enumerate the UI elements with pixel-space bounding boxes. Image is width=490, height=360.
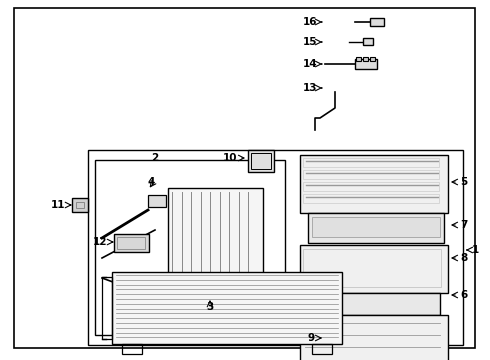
Bar bbox=[72, 198, 88, 212]
Text: 9: 9 bbox=[308, 333, 315, 343]
Text: 3: 3 bbox=[206, 302, 214, 312]
Bar bbox=[112, 272, 342, 344]
Bar bbox=[300, 155, 448, 213]
Bar bbox=[308, 213, 444, 243]
Bar bbox=[168, 188, 263, 298]
Bar bbox=[312, 344, 332, 354]
Text: 14: 14 bbox=[302, 59, 317, 69]
Bar bbox=[370, 18, 384, 26]
Text: 1: 1 bbox=[472, 245, 479, 255]
Text: 11: 11 bbox=[50, 200, 65, 210]
Bar bbox=[347, 272, 423, 338]
Bar bbox=[117, 237, 145, 249]
Bar bbox=[363, 57, 368, 61]
Bar bbox=[251, 153, 271, 169]
Bar bbox=[122, 344, 142, 354]
Bar bbox=[363, 38, 373, 45]
Bar bbox=[303, 249, 441, 287]
Bar bbox=[102, 277, 112, 339]
Bar bbox=[95, 160, 285, 335]
Text: 10: 10 bbox=[222, 153, 237, 163]
Bar bbox=[356, 57, 361, 61]
Text: 4: 4 bbox=[147, 177, 155, 187]
Bar bbox=[312, 217, 440, 237]
Text: 13: 13 bbox=[302, 83, 317, 93]
Bar bbox=[303, 194, 439, 203]
Text: 7: 7 bbox=[460, 220, 467, 230]
Bar bbox=[88, 150, 463, 345]
Bar bbox=[303, 170, 439, 179]
Circle shape bbox=[377, 292, 392, 307]
Bar bbox=[310, 293, 440, 315]
Circle shape bbox=[339, 39, 345, 45]
Bar bbox=[148, 195, 166, 207]
Bar bbox=[355, 59, 377, 69]
Text: 5: 5 bbox=[460, 177, 467, 187]
Text: 8: 8 bbox=[460, 253, 467, 263]
Circle shape bbox=[343, 18, 351, 26]
Text: 12: 12 bbox=[93, 237, 107, 247]
Bar bbox=[76, 202, 84, 208]
Bar bbox=[303, 182, 439, 191]
Bar bbox=[114, 234, 149, 252]
Bar bbox=[300, 245, 448, 293]
Text: 15: 15 bbox=[302, 37, 317, 47]
Bar bbox=[248, 150, 274, 172]
Text: 16: 16 bbox=[302, 17, 317, 27]
Bar bbox=[303, 158, 439, 167]
Circle shape bbox=[331, 80, 339, 88]
Bar bbox=[300, 315, 448, 360]
Text: 2: 2 bbox=[151, 153, 159, 163]
Text: 6: 6 bbox=[460, 290, 467, 300]
Bar bbox=[370, 57, 375, 61]
